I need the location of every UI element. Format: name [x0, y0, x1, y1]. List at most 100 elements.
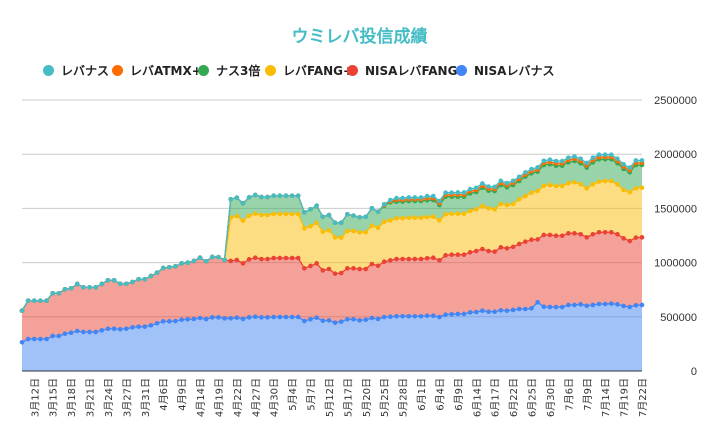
- data-point: [388, 314, 393, 319]
- data-point: [400, 195, 405, 201]
- data-point: [167, 264, 172, 270]
- data-point: [559, 233, 565, 239]
- legend-item-rebanas[interactable]: レバナス: [43, 62, 109, 79]
- legend-item-reba-fang[interactable]: レバFANG+: [265, 62, 353, 79]
- data-point: [480, 308, 485, 314]
- data-point: [418, 256, 424, 262]
- legend-marker-icon: [456, 65, 467, 76]
- data-point: [621, 187, 626, 193]
- x-tick-label: 5月7日: [306, 378, 318, 411]
- data-point: [99, 328, 105, 333]
- data-point: [523, 306, 528, 312]
- data-point: [44, 336, 49, 342]
- x-tick-label: 4月6日: [158, 378, 170, 411]
- data-point: [357, 266, 362, 272]
- data-point: [639, 302, 645, 308]
- data-point: [572, 231, 577, 236]
- data-point: [504, 202, 510, 208]
- data-point: [633, 158, 639, 163]
- data-point: [50, 333, 55, 339]
- data-point: [418, 215, 424, 221]
- data-point: [602, 178, 608, 184]
- data-point: [252, 314, 258, 319]
- x-tick-label: 7月14日: [600, 378, 612, 417]
- data-point: [259, 256, 264, 262]
- data-point: [326, 266, 332, 272]
- data-point: [547, 304, 553, 310]
- legend-marker-icon: [347, 65, 358, 76]
- x-tick-label: 3月31日: [140, 378, 152, 417]
- data-point: [443, 253, 448, 258]
- data-point: [173, 318, 178, 324]
- data-point: [437, 198, 442, 204]
- legend-label: NISAレバFANG: [365, 64, 458, 78]
- x-tick-label: 6月14日: [471, 378, 483, 417]
- data-point: [418, 313, 424, 319]
- legend-item-nisa-reba-fang[interactable]: NISAレバFANG: [347, 62, 457, 79]
- data-point: [498, 245, 504, 250]
- areas-layer: [22, 154, 642, 371]
- data-point: [283, 211, 289, 217]
- data-point: [633, 186, 639, 191]
- data-point: [388, 218, 393, 223]
- data-point: [289, 193, 295, 199]
- data-point: [308, 223, 313, 229]
- legend-item-nisa-rebanas[interactable]: NISAレバナス: [456, 62, 554, 79]
- data-point: [615, 232, 620, 237]
- data-point: [117, 326, 123, 332]
- data-point: [345, 266, 350, 271]
- x-tick-label: 3月24日: [103, 378, 115, 417]
- data-point: [596, 152, 602, 157]
- area-NISAレバFANG: [22, 232, 642, 343]
- data-point: [510, 307, 516, 313]
- data-point: [572, 302, 577, 308]
- data-point: [375, 316, 381, 322]
- data-point: [504, 180, 510, 186]
- data-point: [473, 248, 479, 254]
- data-point: [234, 213, 240, 219]
- data-point: [185, 260, 191, 266]
- data-point: [437, 258, 442, 263]
- legend-item-nasu3[interactable]: ナス3倍: [198, 62, 260, 79]
- data-point: [271, 314, 276, 320]
- data-point: [480, 246, 485, 252]
- y-tick-label: 2500000: [654, 95, 697, 107]
- data-point: [326, 318, 332, 323]
- data-point: [44, 298, 49, 303]
- data-point: [584, 160, 590, 166]
- x-tick-label: 5月4日: [287, 378, 299, 411]
- data-point: [265, 315, 270, 320]
- data-point: [302, 226, 307, 231]
- data-point: [529, 166, 534, 172]
- data-point: [627, 238, 633, 244]
- data-point: [19, 308, 25, 314]
- data-point: [216, 315, 221, 320]
- data-point: [418, 195, 424, 200]
- data-point: [559, 183, 565, 189]
- data-point: [320, 229, 326, 235]
- data-point: [228, 316, 234, 321]
- data-point: [590, 302, 596, 308]
- data-point: [302, 318, 307, 324]
- x-tick-label: 6月9日: [453, 378, 465, 411]
- data-point: [609, 178, 614, 184]
- legend-item-reba-atmx[interactable]: レバATMX+: [112, 62, 202, 79]
- legend: レバナス レバATMX+ ナス3倍 レバFANG+ NISAレバFANG NIS…: [0, 62, 719, 80]
- data-point: [209, 254, 215, 260]
- x-tick-label: 5月25日: [379, 378, 391, 417]
- data-point: [228, 258, 234, 264]
- data-point: [74, 281, 80, 287]
- data-point: [240, 316, 246, 322]
- data-point: [584, 235, 590, 240]
- data-point: [117, 281, 123, 287]
- data-point: [381, 219, 387, 225]
- data-point: [148, 323, 154, 328]
- data-point: [516, 196, 522, 202]
- data-point: [357, 229, 362, 235]
- data-point: [277, 314, 283, 320]
- data-point: [142, 324, 148, 329]
- x-tick-label: 5月28日: [398, 378, 410, 417]
- data-point: [394, 256, 399, 262]
- data-point: [394, 215, 399, 221]
- data-point: [627, 189, 633, 195]
